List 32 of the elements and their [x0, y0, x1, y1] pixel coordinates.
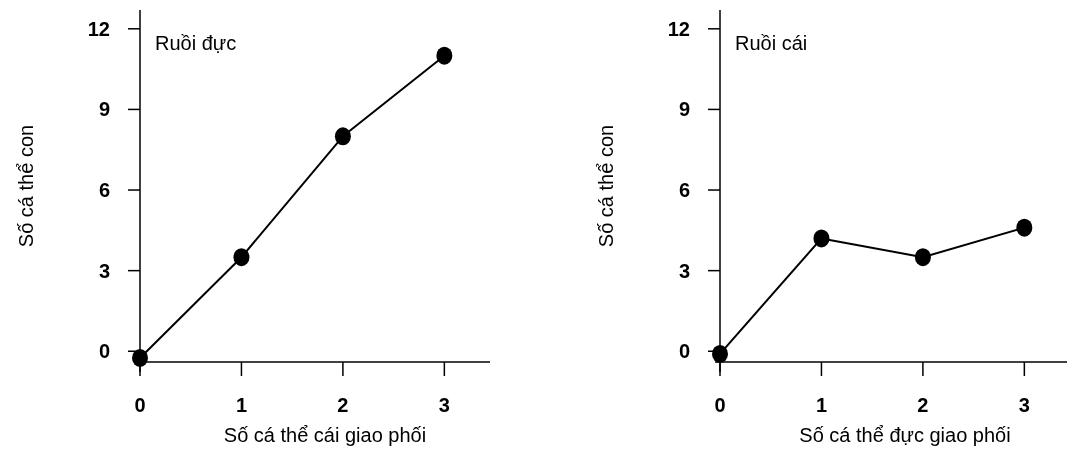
- point: [813, 229, 830, 248]
- x-tick-label: 0: [134, 394, 146, 416]
- y-tick-label: 12: [87, 17, 110, 40]
- point: [334, 127, 351, 146]
- y-tick-label: 3: [678, 259, 690, 282]
- point: [712, 344, 728, 363]
- y-tick-label: 0: [678, 340, 690, 363]
- y-tick-label: 6: [678, 179, 690, 202]
- annotation: Ruồi cái: [735, 32, 808, 54]
- x-tick-label: 1: [235, 394, 248, 416]
- y-tick-label: 0: [98, 340, 110, 363]
- point: [436, 46, 453, 65]
- x-axis-title: Số cá thể cái giao phối: [223, 424, 427, 446]
- x-axis-title: Số cá thể đực giao phối: [799, 424, 1011, 446]
- x-tick-label: 2: [337, 394, 349, 416]
- y-tick-label: 3: [98, 259, 110, 282]
- x-tick-label: 1: [815, 394, 828, 416]
- annotation: Ruồi đực: [155, 32, 237, 54]
- point: [132, 348, 148, 367]
- x-tick-label: 0: [714, 394, 726, 416]
- x-tick-label: 3: [438, 394, 450, 416]
- y-tick-label: 9: [98, 98, 110, 121]
- x-tick-label: 2: [917, 394, 929, 416]
- y-tick-label: 9: [678, 98, 690, 121]
- x-tick-label: 3: [1018, 394, 1030, 416]
- y-axis-title: Số cá thể con: [15, 124, 37, 248]
- y-axis-title: Số cá thể con: [595, 124, 617, 248]
- point: [233, 248, 250, 267]
- point: [914, 248, 931, 267]
- y-tick-label: 12: [667, 17, 690, 40]
- point: [1016, 218, 1033, 237]
- y-tick-label: 6: [98, 179, 110, 202]
